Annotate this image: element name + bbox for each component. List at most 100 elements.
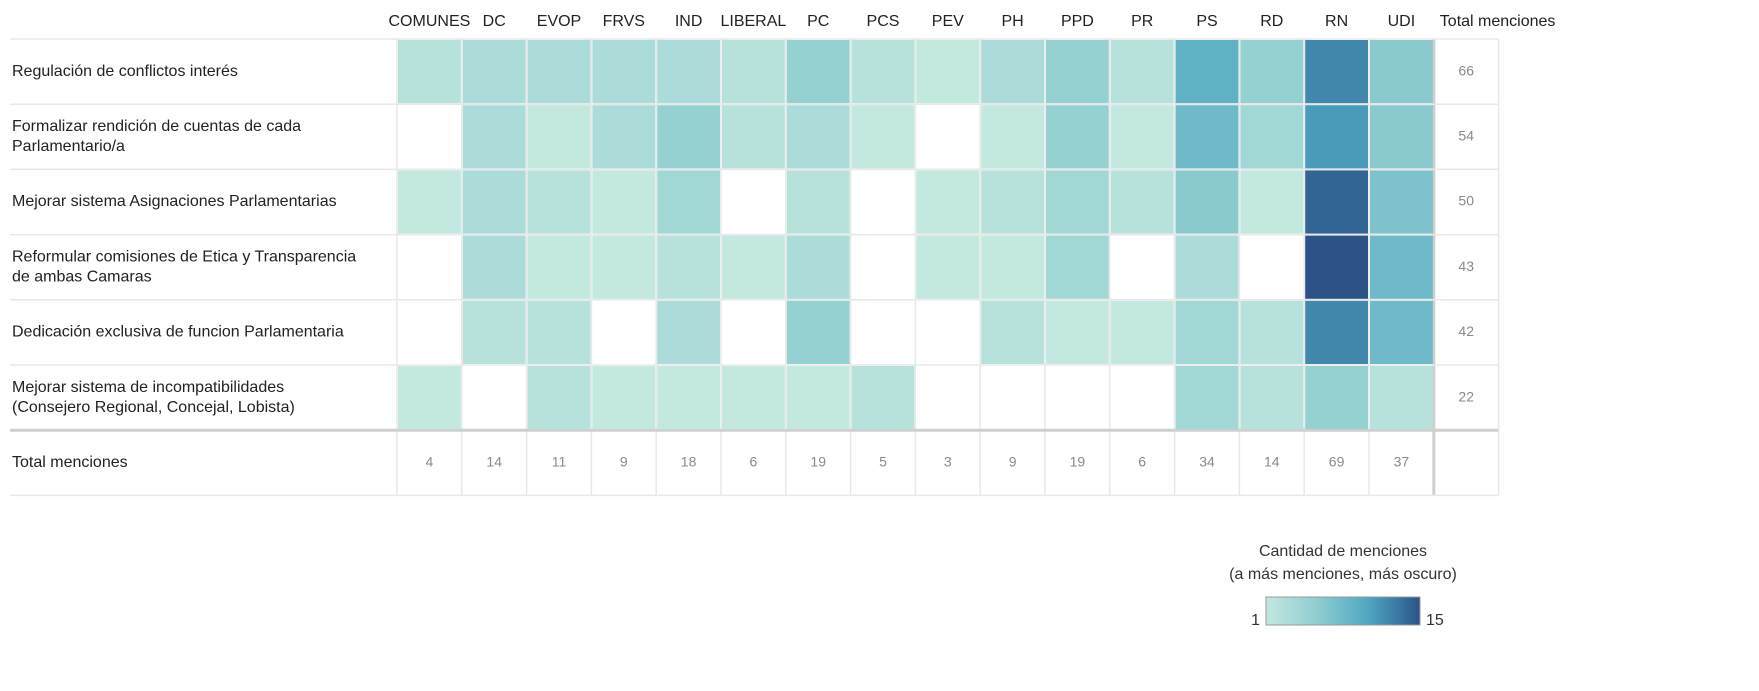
column-header: RN (1325, 13, 1348, 30)
heat-cell (1370, 105, 1433, 169)
legend-max: 15 (1426, 612, 1444, 629)
heat-cell (981, 105, 1044, 169)
legend-bar (1265, 596, 1421, 626)
row-label: Reformular comisiones de Etica y Transpa… (12, 248, 356, 265)
legend-title: (a más menciones, más oscuro) (1229, 566, 1457, 583)
heat-cell (462, 235, 526, 299)
row-label: Dedicación exclusiva de funcion Parlamen… (12, 324, 344, 341)
row-label: de ambas Camaras (12, 268, 152, 285)
column-header: PS (1196, 13, 1217, 30)
heat-cell (1175, 40, 1239, 104)
column-total: 3 (944, 454, 952, 470)
heat-cell (527, 170, 591, 234)
heat-cell (786, 300, 850, 364)
row-label: (Consejero Regional, Concejal, Lobista) (12, 399, 295, 416)
column-total: 14 (1264, 454, 1280, 470)
heat-cell (981, 40, 1044, 104)
column-total: 9 (1009, 454, 1017, 470)
heat-cell (1110, 105, 1174, 169)
row-total: 54 (1458, 128, 1474, 144)
heat-cell (592, 366, 656, 430)
column-total: 19 (810, 454, 826, 470)
column-total: 6 (750, 454, 758, 470)
heat-cell (722, 235, 785, 299)
heat-cell (1370, 300, 1433, 364)
row-label: Mejorar sistema Asignaciones Parlamentar… (12, 193, 337, 210)
heat-cell (527, 105, 591, 169)
heat-cell (1175, 105, 1239, 169)
legend-title: Cantidad de menciones (1259, 543, 1427, 560)
heat-cell (1046, 105, 1109, 169)
heat-cell (527, 366, 591, 430)
row-label: Total menciones (12, 454, 128, 471)
heat-cell (592, 235, 656, 299)
heat-cell (851, 366, 915, 430)
heat-cell (916, 40, 980, 104)
column-total: 9 (620, 454, 628, 470)
heat-cell (1370, 40, 1433, 104)
heat-cell (1046, 235, 1109, 299)
heat-cell (1046, 170, 1109, 234)
row-label: Formalizar rendición de cuentas de cada (12, 118, 301, 135)
heat-cell (1305, 105, 1368, 169)
row-total: 50 (1458, 193, 1474, 209)
heat-cell (1240, 366, 1304, 430)
heat-cell (1240, 105, 1304, 169)
column-header: PEV (932, 13, 964, 30)
column-total: 6 (1138, 454, 1146, 470)
row-total: 66 (1458, 62, 1474, 78)
heat-cell (1370, 170, 1433, 234)
heat-cell (1175, 235, 1239, 299)
row-total: 22 (1458, 388, 1474, 404)
heat-cell (1370, 366, 1433, 430)
heat-cell (592, 105, 656, 169)
column-header: PH (1001, 13, 1023, 30)
heat-cell (722, 366, 785, 430)
column-header: PR (1131, 13, 1153, 30)
heat-cell (657, 105, 720, 169)
heat-cell (398, 40, 461, 104)
heat-cell (657, 170, 720, 234)
heat-cell (1240, 300, 1304, 364)
heat-cell (722, 40, 785, 104)
heat-cell (851, 105, 915, 169)
heat-cell (786, 366, 850, 430)
heat-cell (722, 105, 785, 169)
heat-cell (527, 235, 591, 299)
column-header: UDI (1388, 13, 1416, 30)
column-total: 18 (681, 454, 697, 470)
row-total: 42 (1458, 323, 1474, 339)
column-total: 5 (879, 454, 887, 470)
column-header: LIBERAL (720, 13, 786, 30)
heat-cell (1305, 40, 1368, 104)
heat-cell (1110, 170, 1174, 234)
column-total: 34 (1199, 454, 1215, 470)
row-label: Regulación de conflictos interés (12, 63, 238, 80)
column-total: 11 (552, 454, 567, 470)
heat-cell (527, 40, 591, 104)
heat-cell (592, 40, 656, 104)
heat-cell (1240, 170, 1304, 234)
heat-cell (1110, 300, 1174, 364)
heat-cell (1175, 170, 1239, 234)
row-total: 43 (1458, 258, 1474, 274)
column-header: DC (483, 13, 506, 30)
heat-cell (657, 300, 720, 364)
heat-cell (398, 366, 461, 430)
heat-cell (1370, 235, 1433, 299)
column-header: PPD (1061, 13, 1094, 30)
heat-cell (981, 235, 1044, 299)
heat-cell (916, 235, 980, 299)
column-header: IND (675, 13, 703, 30)
heat-cell (786, 235, 850, 299)
column-total: 37 (1394, 454, 1410, 470)
column-header: COMUNES (389, 13, 471, 30)
heat-cell (527, 300, 591, 364)
column-total: 19 (1070, 454, 1086, 470)
heat-cell (462, 105, 526, 169)
heat-cell (657, 40, 720, 104)
heat-cell (786, 170, 850, 234)
column-header: RD (1260, 13, 1283, 30)
heat-cell (592, 170, 656, 234)
heat-cell (981, 170, 1044, 234)
